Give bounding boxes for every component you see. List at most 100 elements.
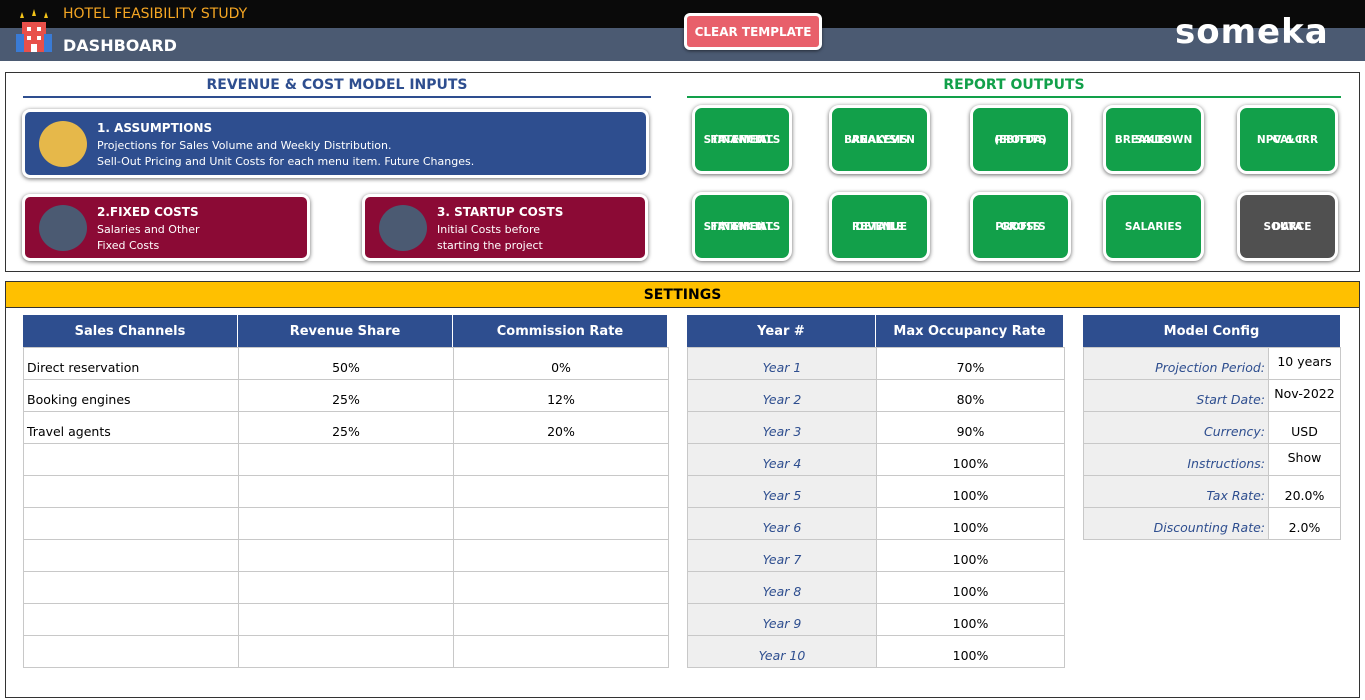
table-cell: 100% [876, 507, 1065, 540]
card-icon [379, 204, 427, 251]
card-text: 2.FIXED COSTS Salaries and Other Fixed Cos… [97, 204, 301, 254]
table-cell [453, 603, 669, 636]
table-cell [238, 603, 454, 636]
input-card[interactable]: 3. STARTUP COSTS Initial Costs before star… [362, 194, 648, 261]
button-line: (MONTHLY) [714, 133, 770, 145]
report-button[interactable]: GROSS PROFITS [970, 192, 1071, 261]
table-cell: Show [1268, 443, 1341, 476]
table-cell: Year 3 [687, 411, 877, 444]
report-button[interactable]: SALES BREAKDOWN [1103, 105, 1204, 174]
table-cell: Currency: [1083, 411, 1269, 444]
table-cell: 25% [238, 411, 454, 444]
table-cell: 90% [876, 411, 1065, 444]
app-title: HOTEL FEASIBILITY STUDY [63, 6, 248, 22]
button-line: DATA [1272, 220, 1303, 233]
table-cell: 20.0% [1268, 475, 1341, 508]
report-button[interactable]: FINANCIAL STATEMENTS (YEARLY) [692, 192, 792, 261]
card-line: Fixed Costs [97, 239, 160, 252]
button-line: STATEMENTS [703, 133, 781, 146]
report-button[interactable]: BREAKEVEN ANALYSIS [829, 105, 930, 174]
card-title: 3. STARTUP COSTS [437, 205, 564, 219]
table-cell: 100% [876, 571, 1065, 604]
report-button[interactable]: REVENUE DETAILS [829, 192, 930, 261]
outputs-underline [687, 96, 1341, 98]
table-cell: 80% [876, 379, 1065, 412]
button-line: STATEMENTS [703, 220, 781, 233]
button-line: NPV & IRR [1256, 133, 1319, 146]
table-header: Max Occupancy Rate [876, 315, 1064, 347]
card-line: Initial Costs before [437, 223, 541, 236]
input-card[interactable]: 1. ASSUMPTIONS Projections for Sales Volu… [22, 109, 649, 178]
button-line: CALC [1272, 133, 1303, 146]
table-header: Sales Channels [23, 315, 238, 347]
table-cell [453, 539, 669, 572]
table-cell: Year 10 [687, 635, 877, 668]
table-cell [238, 539, 454, 572]
table-cell: 0% [453, 347, 669, 380]
report-button[interactable]: SALARIES [1103, 192, 1204, 261]
report-button[interactable]: NPV & IRR CALC [1237, 105, 1338, 174]
table-cell: Start Date: [1083, 379, 1269, 412]
table-cell [238, 571, 454, 604]
table-cell: 100% [876, 539, 1065, 572]
card-title: 1. ASSUMPTIONS [97, 121, 213, 135]
table-cell [238, 475, 454, 508]
table-header: Commission Rate [453, 315, 668, 347]
table-cell: 100% [876, 603, 1065, 636]
table-cell: Year 7 [687, 539, 877, 572]
table-cell: 25% [238, 379, 454, 412]
header-bar [0, 0, 1365, 28]
button-line: FINANCIAL [710, 133, 774, 146]
table-cell [453, 443, 669, 476]
table-cell: 20% [453, 411, 669, 444]
card-line: Salaries and Other [97, 223, 200, 236]
card-title: 2.FIXED COSTS [97, 205, 199, 219]
button-line: FINANCIAL [710, 220, 774, 233]
table-cell [23, 539, 239, 572]
table-cell [453, 475, 669, 508]
table-cell [453, 571, 669, 604]
table-cell [23, 507, 239, 540]
table-cell: 50% [238, 347, 454, 380]
table-header: Year # [687, 315, 876, 347]
header-subbar [0, 28, 1365, 61]
input-card[interactable]: 2.FIXED COSTS Salaries and Other Fixed Cos… [22, 194, 310, 261]
table-cell: 100% [876, 635, 1065, 668]
table-cell: Year 5 [687, 475, 877, 508]
table-cell: Year 8 [687, 571, 877, 604]
button-line: BREAKDOWN [1114, 133, 1193, 146]
card-line: Sell-Out Pricing and Unit Costs for each… [97, 155, 475, 168]
button-line: SALARIES [1124, 220, 1183, 233]
main-panel [5, 72, 1360, 272]
table-cell: Year 2 [687, 379, 877, 412]
report-button[interactable]: PROFITS (EBITDA) [970, 105, 1071, 174]
table-cell [453, 635, 669, 668]
logo: someka [1175, 12, 1329, 52]
table-cell: 70% [876, 347, 1065, 380]
table-cell: Year 6 [687, 507, 877, 540]
report-button[interactable]: FINANCIAL STATEMENTS (MONTHLY) [692, 105, 792, 174]
table-cell [453, 507, 669, 540]
card-icon [39, 120, 87, 167]
card-line: starting the project [437, 239, 543, 252]
report-button[interactable]: DATA SOURCE [1237, 192, 1338, 261]
button-line: SOURCE [1263, 220, 1312, 233]
table-cell: 10 years [1268, 347, 1341, 380]
table-cell: Discounting Rate: [1083, 507, 1269, 540]
clear-template-button[interactable]: CLEAR TEMPLATE [684, 13, 822, 50]
table-cell [238, 507, 454, 540]
table-cell: Booking engines [23, 379, 239, 412]
table-cell [23, 603, 239, 636]
settings-title: SETTINGS [5, 281, 1360, 308]
page-title: DASHBOARD [63, 36, 177, 55]
button-line: DETAILS [855, 220, 904, 233]
card-text: 1. ASSUMPTIONS Projections for Sales Volu… [97, 120, 640, 170]
table-cell: 2.0% [1268, 507, 1341, 540]
table-cell: Year 1 [687, 347, 877, 380]
button-line: (EBITDA) [994, 133, 1047, 146]
table-cell: 12% [453, 379, 669, 412]
hotel-icon [16, 9, 52, 52]
card-text: 3. STARTUP COSTS Initial Costs before star… [437, 204, 639, 254]
table-header: Model Config [1083, 315, 1341, 347]
table-cell: Projection Period: [1083, 347, 1269, 380]
